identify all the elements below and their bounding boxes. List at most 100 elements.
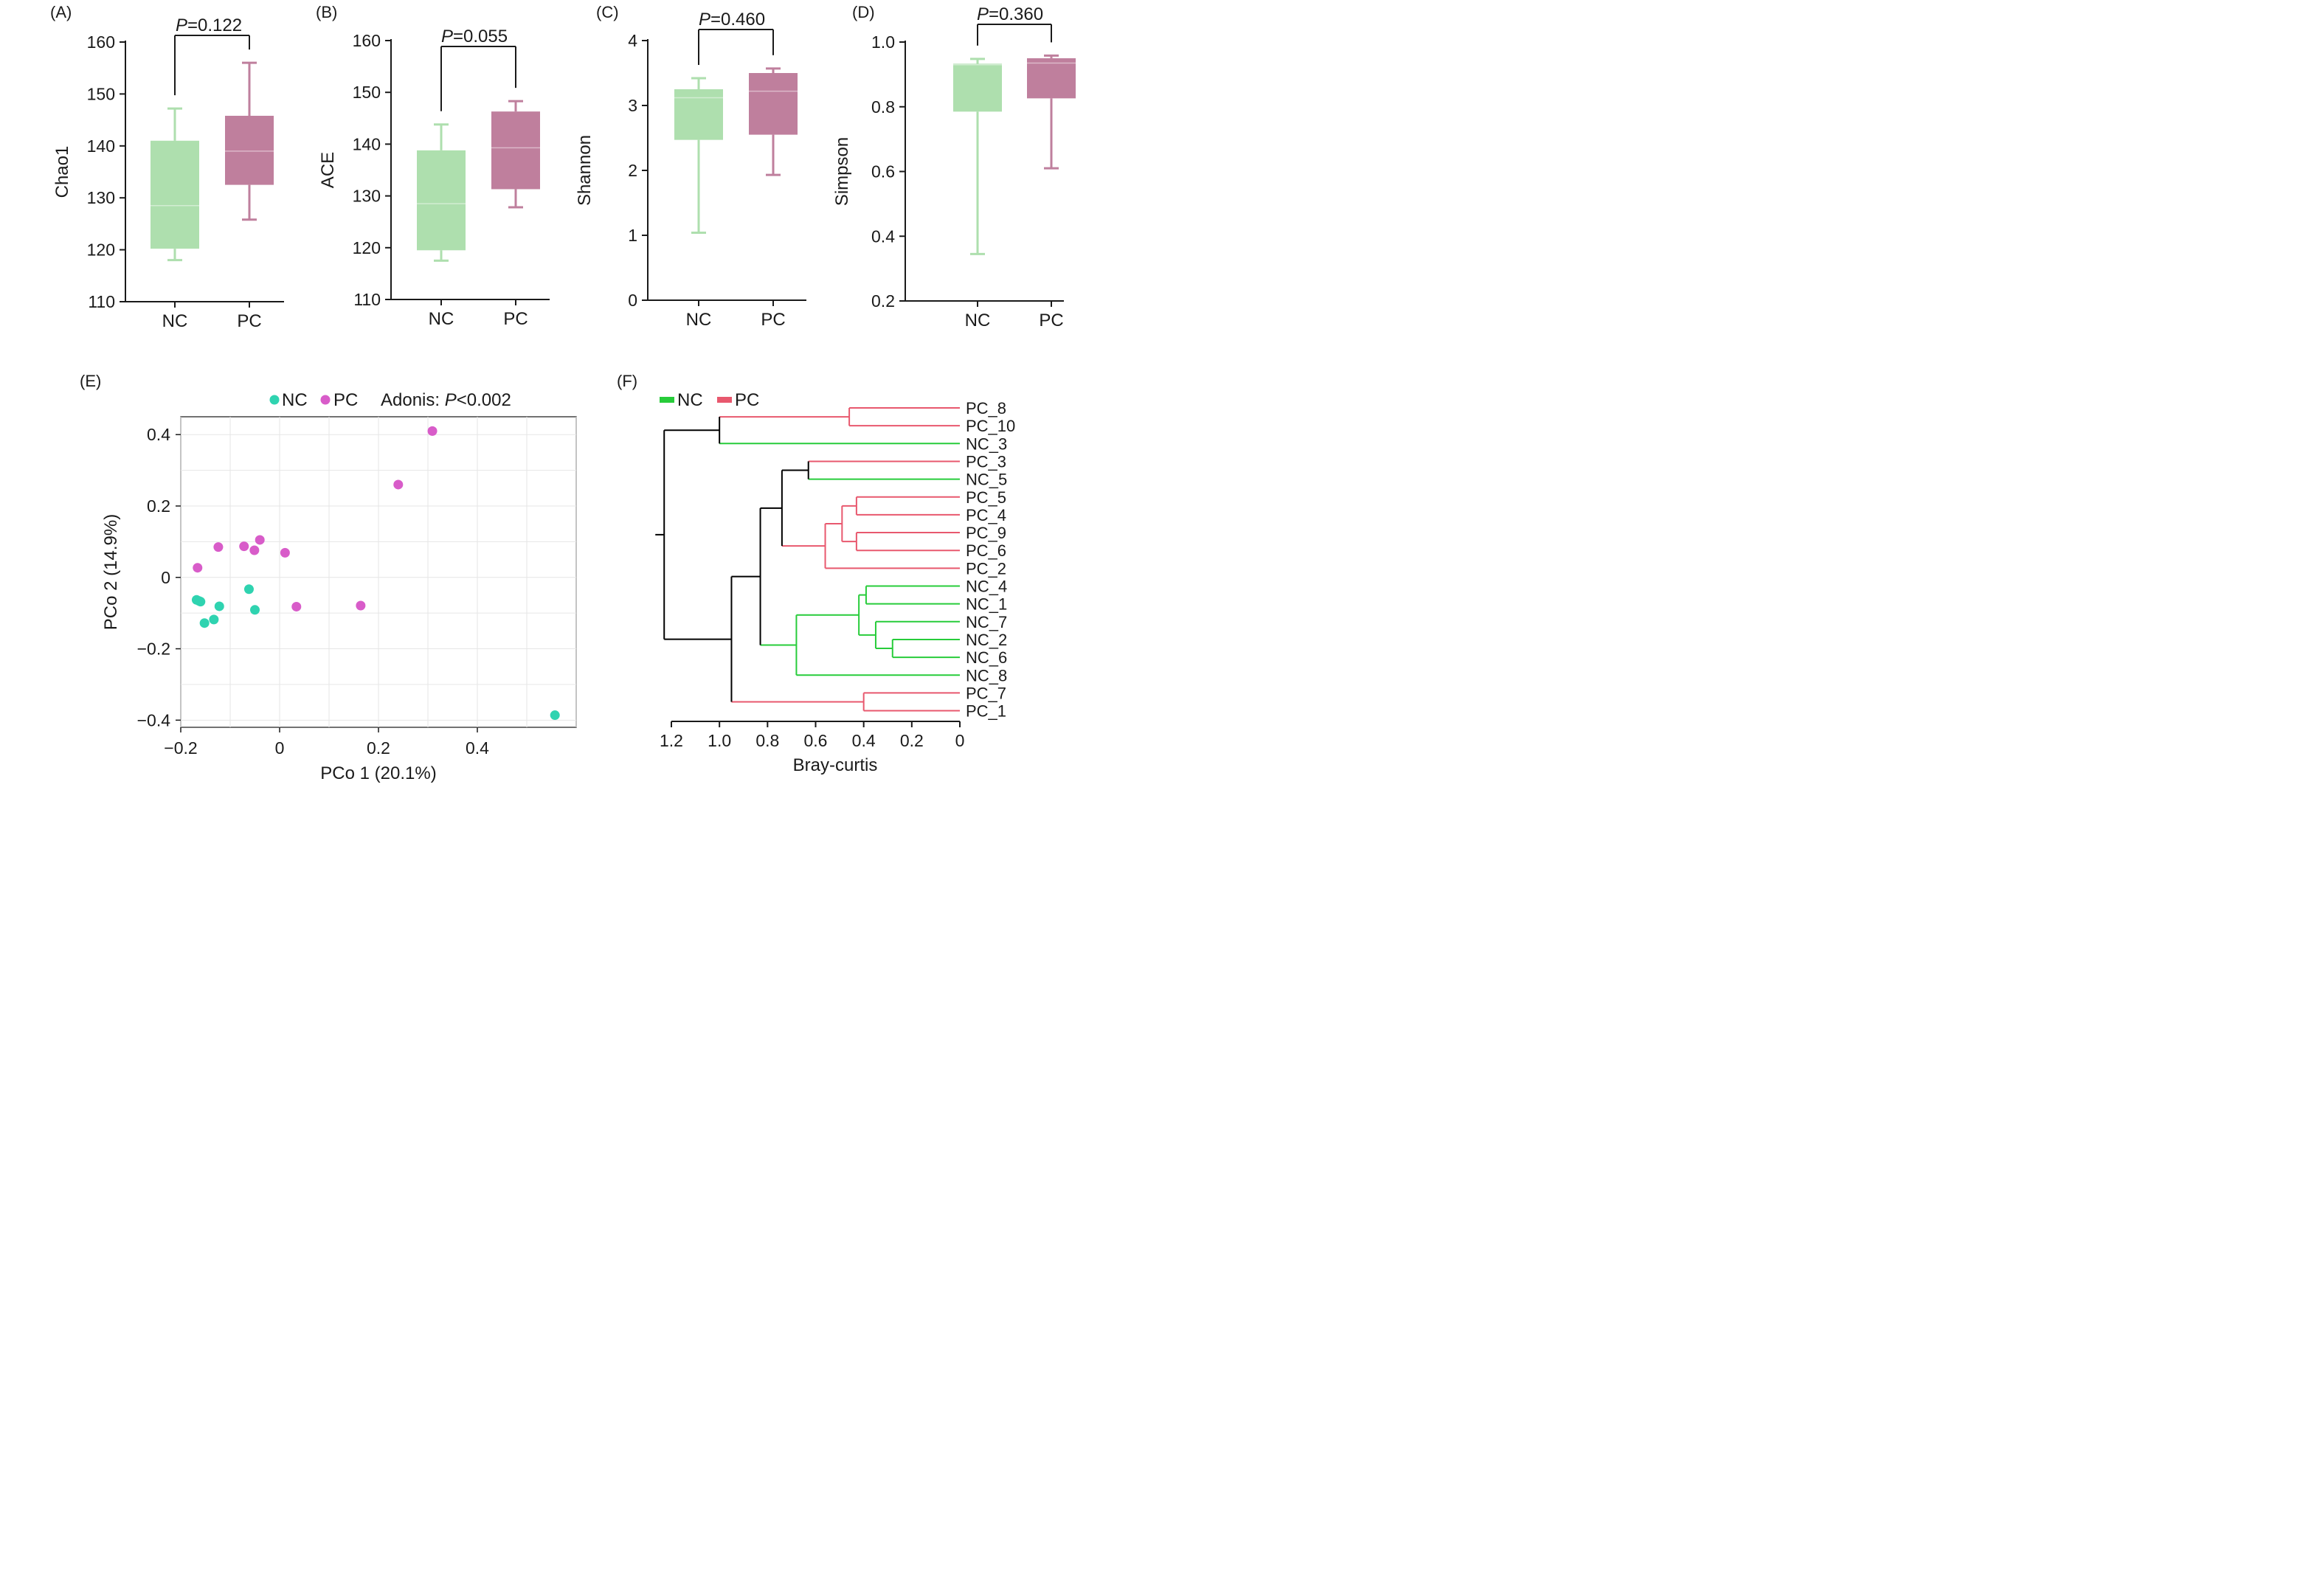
y-tick-label: 110	[353, 290, 381, 309]
point-PC	[213, 542, 224, 552]
p-symbol: P	[977, 4, 989, 24]
x-tick-label: PC	[237, 311, 261, 331]
point-NC	[209, 614, 219, 625]
y-tick-label: 0.6	[871, 162, 895, 181]
x-tick-label: 0.4	[852, 731, 876, 750]
p-value: =0.360	[989, 4, 1043, 24]
box-iqr	[225, 115, 274, 185]
box-iqr	[749, 73, 798, 135]
x-tick-label: NC	[429, 309, 454, 329]
y-tick-label: 150	[353, 83, 381, 102]
adonis-p: P	[445, 390, 457, 410]
y-tick-label: 0	[628, 291, 637, 310]
legend-label-NC: NC	[282, 390, 308, 410]
leaf-label: PC_3	[966, 452, 1006, 471]
point-NC	[550, 710, 560, 721]
leaf-label: NC_6	[966, 648, 1007, 667]
x-tick-label: 0.6	[804, 731, 828, 750]
point-NC	[214, 601, 224, 611]
x-tick-label: PC	[761, 310, 785, 330]
adonis-note: Adonis: P<0.002	[381, 390, 511, 410]
y-tick-label: 130	[353, 187, 381, 206]
tree	[655, 407, 960, 712]
y-tick-label: 0.4	[147, 425, 170, 444]
box-NC	[953, 58, 1002, 255]
p-value: =0.055	[453, 27, 508, 46]
legend-swatch-NC	[660, 397, 674, 403]
legend-swatch-NC	[269, 395, 280, 405]
point-PC	[255, 535, 265, 545]
boxplot-panel-4: (D) 0.2 0.4 0.6 0.8 1.0 Simpson NC PC P=0.360	[832, 3, 1076, 330]
point-PC	[193, 563, 203, 573]
legend: NC PC	[660, 390, 759, 410]
p-symbol: P	[441, 27, 453, 46]
box-PC	[225, 61, 274, 221]
legend-label-PC: PC	[333, 390, 358, 410]
y-axis-label: PCo 2 (14.9%)	[101, 514, 121, 630]
point-PC	[249, 545, 260, 555]
y-axis-label: Simpson	[832, 137, 852, 206]
p-value-label: P=0.460	[699, 10, 765, 30]
y-tick-label: 1.0	[871, 32, 895, 52]
point-NC	[196, 597, 206, 607]
y-tick-label: 120	[87, 240, 115, 260]
box-NC	[417, 123, 466, 262]
point-NC	[199, 618, 210, 628]
panel-label: (B)	[316, 3, 337, 21]
y-tick-label: 0.2	[147, 496, 170, 516]
box-iqr	[151, 140, 199, 249]
grid	[180, 417, 577, 727]
x-tick-label: 1.0	[708, 731, 731, 750]
leaf-label: PC_7	[966, 684, 1006, 702]
x-tick-label: 1.2	[660, 731, 683, 750]
box-PC	[491, 100, 540, 209]
leaf-label: PC_8	[966, 399, 1006, 417]
y-tick-label: 0.8	[871, 97, 895, 117]
point-PC	[239, 541, 249, 552]
adonis-prefix: Adonis:	[381, 390, 445, 410]
pcoa-panel: (E) −0.2 0 0.2 0.4 −0.4 −0.2 0 0.2 0.4 PCo 1 (20.1…	[80, 372, 577, 783]
y-tick-label: 160	[353, 31, 381, 50]
y-tick-label: 0.4	[871, 226, 895, 246]
p-symbol: P	[699, 10, 710, 30]
x-tick-label: NC	[965, 311, 991, 330]
y-tick-label: 110	[88, 292, 115, 311]
panel-label: (F)	[617, 372, 637, 390]
p-symbol: P	[176, 15, 187, 35]
point-PC	[393, 479, 404, 490]
y-tick-label: 140	[353, 134, 381, 153]
leaf-label: NC_1	[966, 595, 1007, 614]
x-tick-label: 0	[275, 738, 285, 758]
y-axis-label: Chao1	[52, 146, 72, 198]
leaf-label: NC_8	[966, 666, 1007, 685]
x-axis-label: Bray-curtis	[793, 755, 878, 775]
x-tick-label: NC	[686, 310, 712, 330]
x-tick-label: 0.4	[466, 738, 489, 758]
box-iqr	[953, 63, 1002, 112]
legend-label-PC: PC	[735, 390, 759, 410]
panel-label: (D)	[852, 3, 875, 21]
leaf-label: PC_10	[966, 417, 1015, 435]
y-tick-label: 2	[628, 161, 637, 180]
point-PC	[356, 600, 366, 611]
significance-bracket	[977, 24, 1052, 46]
significance-bracket	[698, 29, 774, 66]
leaf-label: PC_4	[966, 506, 1006, 524]
point-PC	[427, 426, 438, 436]
y-tick-label: 140	[87, 136, 115, 156]
x-tick-label: NC	[162, 311, 188, 331]
y-tick-label: 130	[87, 188, 115, 207]
box-iqr	[417, 150, 466, 251]
p-value-label: P=0.055	[441, 27, 508, 46]
y-tick-label: 0	[161, 568, 170, 587]
point-NC	[243, 584, 254, 595]
legend-swatch-PC	[320, 395, 331, 405]
leaf-label: PC_1	[966, 702, 1006, 721]
y-tick-label: 150	[87, 84, 115, 103]
point-PC	[291, 601, 302, 611]
box-NC	[674, 77, 723, 234]
y-tick-label: 3	[628, 96, 637, 115]
panel-label: (E)	[80, 372, 101, 390]
box-NC	[151, 107, 199, 262]
